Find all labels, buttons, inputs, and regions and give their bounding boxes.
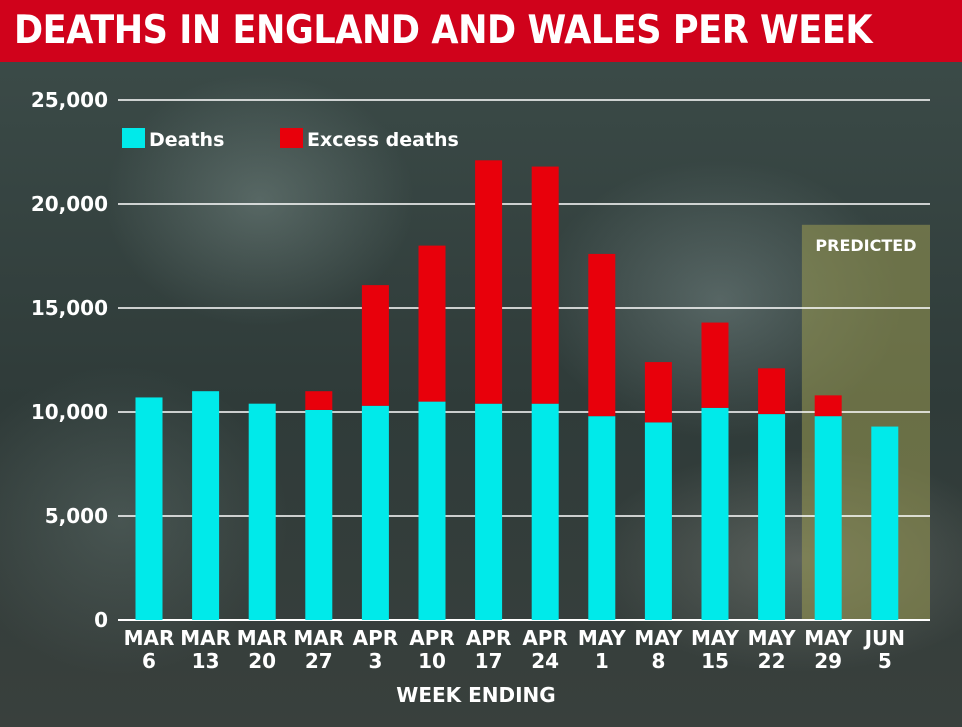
x-tick-label: 27 xyxy=(305,649,333,673)
bar-deaths xyxy=(871,426,899,620)
y-tick-label: 20,000 xyxy=(31,192,108,216)
x-axis-label: WEEK ENDING xyxy=(396,683,555,707)
bar-deaths xyxy=(588,416,616,620)
x-tick-label: 3 xyxy=(368,649,382,673)
bar-deaths xyxy=(418,401,446,620)
x-tick-label: MAR xyxy=(124,626,175,650)
bar-deaths xyxy=(361,405,389,620)
x-tick-label: APR xyxy=(522,626,568,650)
y-tick-label: 15,000 xyxy=(31,296,108,320)
x-tick-label: APR xyxy=(409,626,455,650)
bar-excess-deaths xyxy=(531,166,559,404)
bar-deaths xyxy=(531,403,559,620)
x-tick-label: 15 xyxy=(701,649,729,673)
y-tick-label: 10,000 xyxy=(31,400,108,424)
x-tick-label: MAY xyxy=(804,626,852,650)
y-tick-label: 0 xyxy=(94,608,108,632)
bar-deaths xyxy=(305,409,333,620)
bar-deaths xyxy=(248,403,276,620)
legend-swatch-deaths xyxy=(122,128,145,148)
bar-deaths xyxy=(192,391,220,620)
chart-title: DEATHS IN ENGLAND AND WALES PER WEEK xyxy=(14,8,873,53)
y-tick-label: 25,000 xyxy=(31,88,108,112)
bar-excess-deaths xyxy=(475,160,503,404)
bar-excess-deaths xyxy=(644,362,672,423)
bar-excess-deaths xyxy=(418,245,446,402)
bar-excess-deaths xyxy=(758,368,786,415)
x-tick-label: 8 xyxy=(651,649,665,673)
x-tick-label: 24 xyxy=(531,649,559,673)
x-tick-label: MAR xyxy=(293,626,344,650)
bar-deaths xyxy=(701,407,729,620)
legend-label-excess-deaths: Excess deaths xyxy=(307,129,459,151)
x-tick-label: MAY xyxy=(748,626,796,650)
x-tick-label: APR xyxy=(466,626,512,650)
bar-deaths xyxy=(644,422,672,620)
bar-deaths xyxy=(135,397,163,620)
x-tick-label: MAR xyxy=(180,626,231,650)
x-tick-label: JUN xyxy=(863,626,905,650)
x-tick-label: MAR xyxy=(237,626,288,650)
x-tick-label: 1 xyxy=(595,649,609,673)
x-tick-label: 20 xyxy=(248,649,276,673)
bar-deaths xyxy=(475,403,503,620)
bar-deaths xyxy=(814,416,842,620)
x-tick-label: MAY xyxy=(691,626,739,650)
x-tick-label: 17 xyxy=(475,649,503,673)
bar-excess-deaths xyxy=(305,391,333,410)
x-tick-label: 6 xyxy=(142,649,156,673)
bar-deaths xyxy=(758,414,786,620)
x-tick-label: 29 xyxy=(814,649,842,673)
x-tick-label: 22 xyxy=(758,649,786,673)
x-tick-label: APR xyxy=(353,626,399,650)
title-bar: DEATHS IN ENGLAND AND WALES PER WEEK xyxy=(0,0,962,62)
bar-excess-deaths xyxy=(814,395,842,417)
x-tick-label: 13 xyxy=(192,649,220,673)
legend-label-deaths: Deaths xyxy=(149,129,224,151)
y-tick-label: 5,000 xyxy=(45,504,108,528)
bar-excess-deaths xyxy=(361,285,389,406)
bar-excess-deaths xyxy=(588,253,616,417)
legend-swatch-excess-deaths xyxy=(280,128,303,148)
bar-excess-deaths xyxy=(701,322,729,408)
x-tick-label: 10 xyxy=(418,649,446,673)
predicted-label: PREDICTED xyxy=(815,236,916,255)
x-tick-label: 5 xyxy=(878,649,892,673)
x-tick-label: MAY xyxy=(578,626,626,650)
x-tick-label: MAY xyxy=(634,626,682,650)
